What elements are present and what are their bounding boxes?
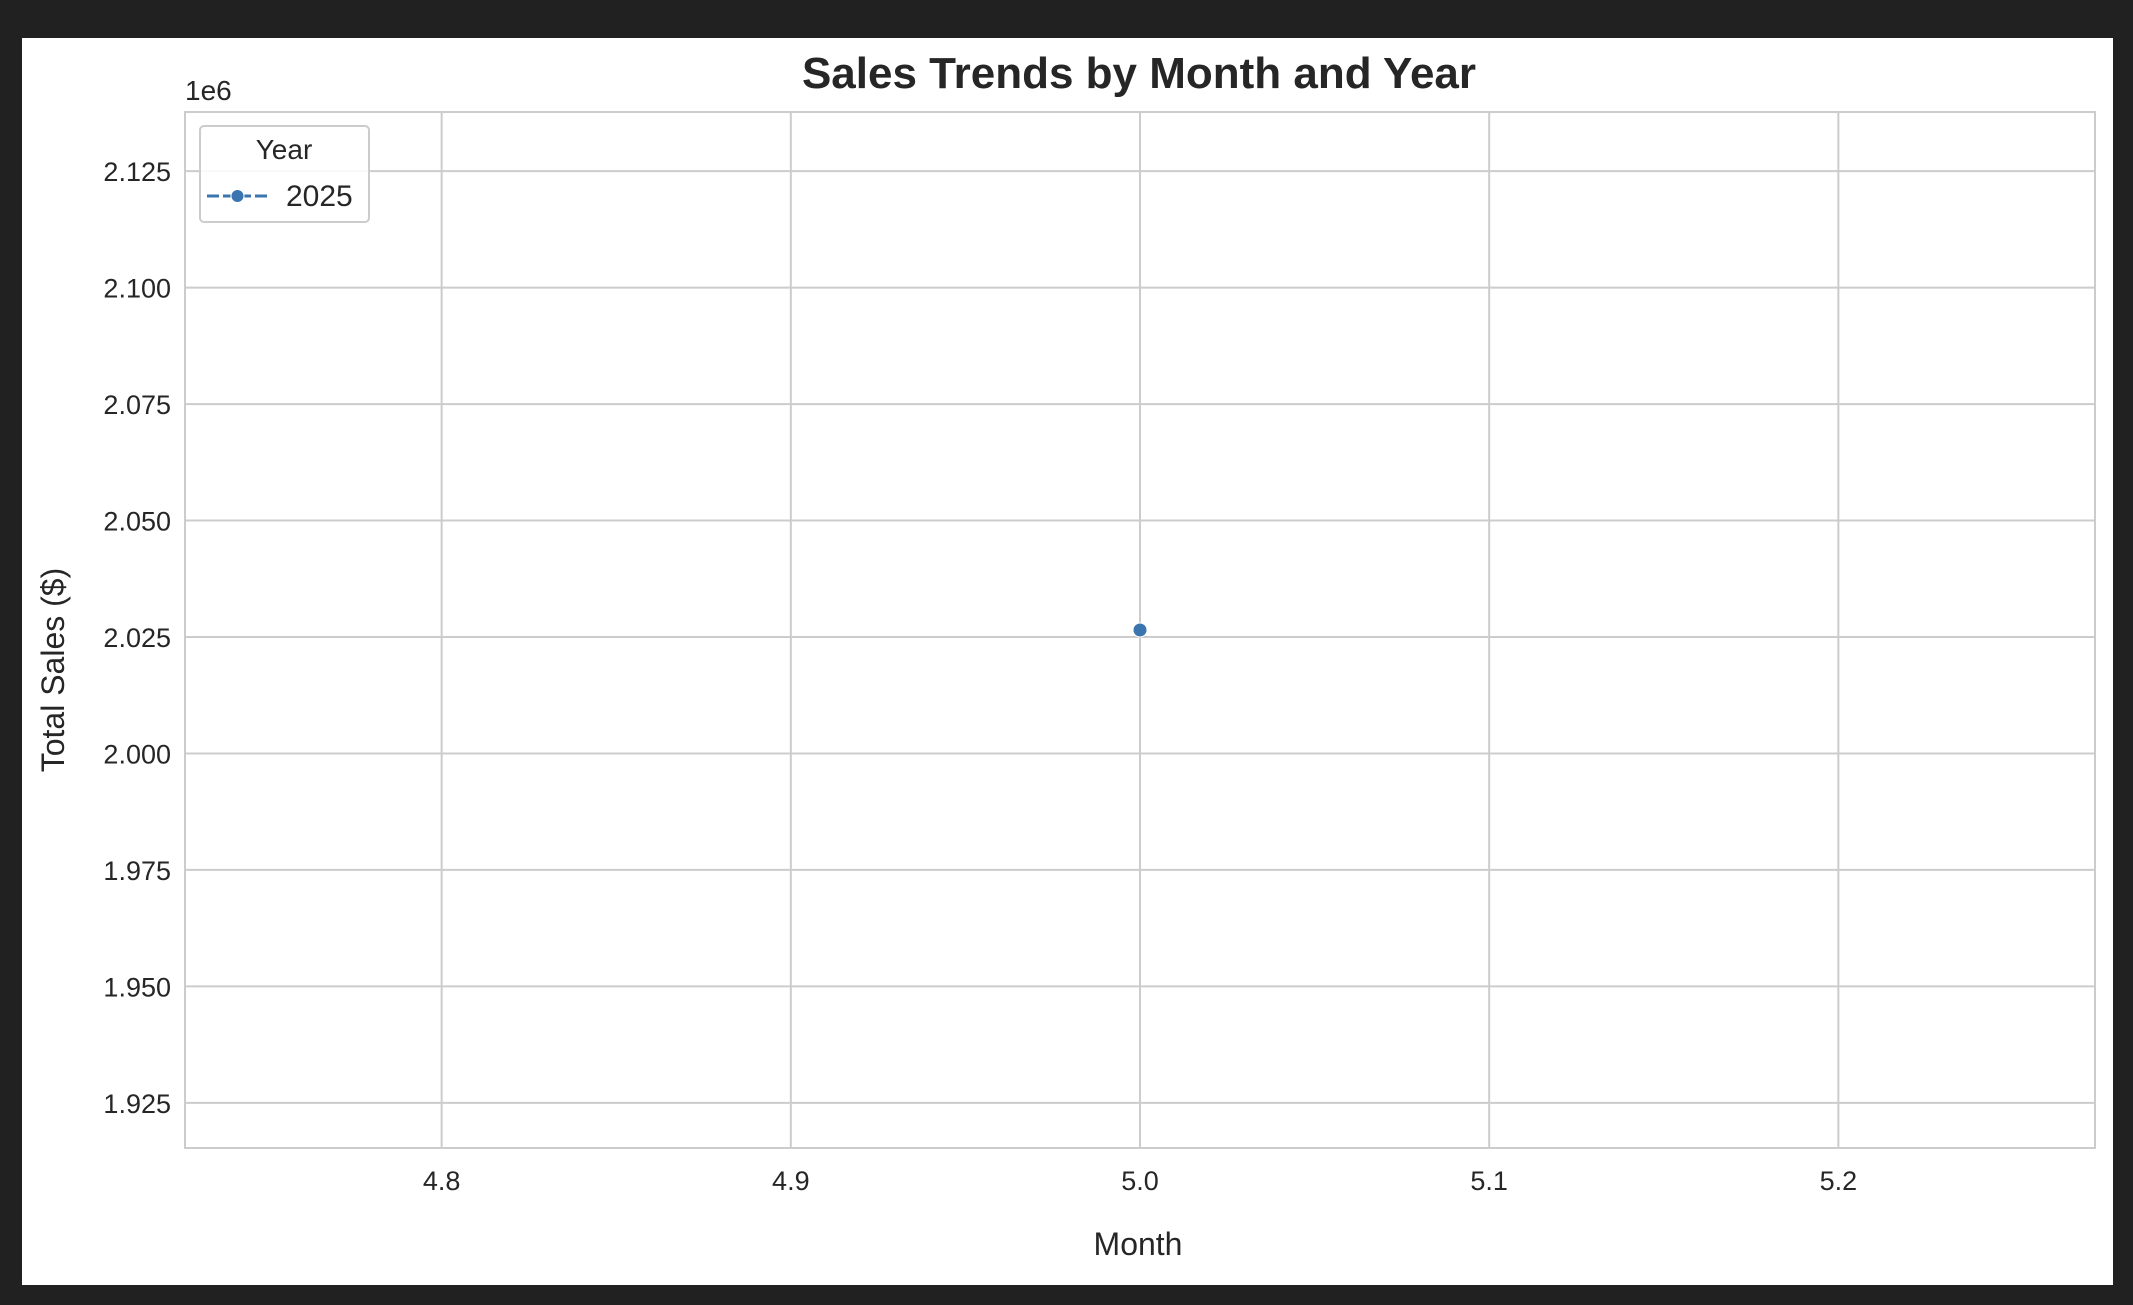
- x-tick-label: 5.1: [1470, 1166, 1508, 1196]
- x-tick-label: 5.2: [1820, 1166, 1858, 1196]
- x-tick-label: 4.8: [423, 1166, 461, 1196]
- legend[interactable]: Year 2025: [199, 125, 370, 223]
- y-axis-ticks: 1.925 1.950 1.975 2.000 2.025 2.050 2.075 2.100…: [103, 157, 171, 1119]
- x-tick-label: 4.9: [772, 1166, 810, 1196]
- legend-entry-label: 2025: [286, 180, 353, 213]
- y-tick-label: 2.000: [103, 739, 171, 769]
- y-axis-offset-label: 1e6: [185, 75, 232, 106]
- plot-frame: [184, 111, 2096, 1149]
- y-axis-label: Total Sales ($): [35, 568, 71, 773]
- legend-marker-swatch: [230, 189, 245, 203]
- legend-title: Year: [256, 134, 313, 165]
- y-tick-label: 1.925: [103, 1089, 171, 1119]
- y-tick-label: 2.075: [103, 390, 171, 420]
- grid-lines: [185, 112, 2095, 1148]
- x-axis-ticks: 4.8 4.9 5.0 5.1 5.2: [423, 1166, 1857, 1196]
- y-tick-label: 2.050: [103, 507, 171, 537]
- x-tick-label: 5.0: [1121, 1166, 1159, 1196]
- plot-data: [1132, 622, 1148, 638]
- line-chart: Sales Trends by Month and Year 1e6 4.8 4.…: [35, 49, 2096, 1262]
- y-tick-label: 1.950: [103, 972, 171, 1002]
- y-tick-label: 2.025: [103, 623, 171, 653]
- x-axis-label: Month: [1094, 1226, 1183, 1262]
- chart-figure: Sales Trends by Month and Year 1e6 4.8 4.…: [22, 38, 2113, 1285]
- data-point-2025[interactable]: [1132, 622, 1148, 638]
- y-tick-label: 1.975: [103, 856, 171, 886]
- y-tick-label: 2.125: [103, 157, 171, 187]
- chart-title: Sales Trends by Month and Year: [802, 49, 1476, 98]
- legend-entry-2025[interactable]: 2025: [207, 180, 353, 213]
- y-tick-label: 2.100: [103, 274, 171, 304]
